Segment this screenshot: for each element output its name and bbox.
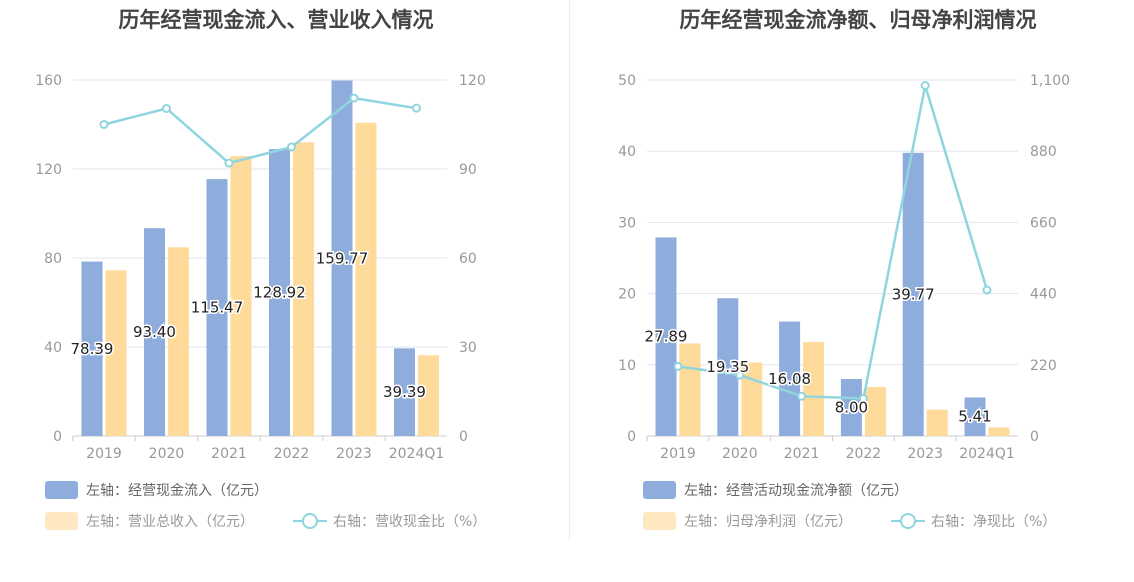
chart2-right-tick-label: 0 (1030, 429, 1039, 445)
chart1-legend-label-primary: 左轴：经营现金流入（亿元） (86, 483, 268, 499)
chart1-left-tick-label: 40 (44, 340, 62, 356)
chart1-data-label: 93.40 (133, 323, 176, 341)
chart2-category-label: 2023 (907, 446, 943, 462)
chart1-legend-swatch-secondary (45, 512, 78, 530)
chart1-bar-primary (206, 179, 228, 436)
chart1-line-point (224, 158, 234, 168)
chart1-line-point (99, 120, 109, 129)
chart2-left-tick-label: 20 (618, 287, 636, 303)
chart1-line-series (103, 96, 417, 165)
chart2-bar-primary (964, 397, 986, 436)
chart1-legend-swatch-primary (45, 481, 78, 499)
chart1-right-tick-label: 0 (459, 429, 468, 445)
chart1-bar-secondary (293, 142, 314, 437)
chart2-bar-secondary (803, 342, 825, 436)
chart2-category-label: 2024Q1 (959, 446, 1015, 462)
chart1-bar-primary (144, 228, 165, 436)
chart2-bar-primary (902, 152, 924, 437)
chart1-data-label: 78.39 (71, 340, 114, 358)
chart2-data-label: 16.08 (768, 370, 811, 388)
chart1-category-label: 2020 (149, 446, 185, 462)
chart1-category-label: 2024Q1 (389, 446, 445, 462)
chart1-right-tick-label: 90 (459, 162, 477, 178)
chart2-line-point (920, 81, 930, 91)
chart1-line-point (349, 93, 359, 103)
chart2-bar-secondary (926, 409, 948, 436)
chart1-data-label: 159.77 (316, 249, 369, 267)
chart2-line-point (735, 370, 745, 380)
chart2-legend-label-secondary: 左轴：归母净利润（亿元） (684, 513, 852, 530)
chart2-bar-secondary (988, 427, 1010, 436)
chart2-left-tick-label: 40 (618, 144, 636, 160)
chart2-bar-primary (717, 298, 739, 436)
chart2-line-point (982, 285, 992, 295)
chart1-bar-primary (331, 80, 353, 436)
chart1-left-tick-label: 0 (53, 429, 62, 445)
chart2-line-series (677, 85, 989, 400)
chart1-data-label: 39.39 (383, 383, 426, 401)
chart1-data-label: 115.47 (191, 299, 244, 317)
chart1-right-tick-label: 60 (459, 251, 477, 267)
chart-divider (569, 0, 570, 540)
chart2-legend-label-primary: 左轴：经营活动现金流净额（亿元） (684, 483, 908, 499)
chart2-left-tick-label: 50 (618, 73, 636, 89)
chart1-right-tick-label: 120 (459, 73, 486, 89)
chart1-bar-primary (269, 149, 290, 436)
chart2-legend-label-line: 右轴：净现比（%） (931, 514, 1056, 530)
chart2-line-point (858, 393, 868, 403)
chart1-bar-primary (81, 261, 103, 436)
chart2-legend-swatch-secondary (643, 512, 676, 530)
chart2-category-label: 2022 (846, 446, 882, 462)
chart2-data-label: 27.89 (645, 328, 688, 346)
chart2-bar-primary (840, 379, 862, 436)
chart2-category-label: 2020 (722, 446, 758, 462)
chart2-left-tick-label: 30 (618, 215, 636, 231)
chart1-category-label: 2022 (274, 446, 310, 462)
chart1-legend-label-secondary: 左轴：营业总收入（亿元） (86, 514, 254, 530)
chart2-data-label: 19.35 (706, 358, 749, 376)
chart2-title: 历年经营现金流净额、归母净利润情况 (680, 8, 1037, 32)
chart2-category-label: 2021 (784, 446, 820, 462)
chart2-right-tick-label: 1,100 (1030, 73, 1070, 89)
chart2-right-tick-label: 440 (1030, 287, 1057, 303)
chart1-line-point (162, 103, 171, 113)
chart2-line-point (797, 391, 807, 401)
chart1-line-point (287, 142, 296, 152)
chart2-legend-swatch-primary (643, 481, 676, 499)
chart1-category-label: 2019 (86, 446, 122, 462)
chart2-line-point (673, 361, 683, 371)
chart2-bar-primary (655, 237, 677, 436)
chart2-right-tick-label: 660 (1030, 215, 1057, 231)
chart1-data-label: 128.92 (253, 284, 306, 302)
chart2-data-label: 8.00 (835, 399, 868, 417)
chart2-bar-primary (779, 321, 801, 436)
chart2-data-label: 5.41 (958, 408, 991, 426)
chart2-category-label: 2019 (660, 446, 696, 462)
chart2-left-tick-label: 10 (618, 358, 636, 374)
chart1-bar-secondary (418, 355, 439, 436)
chart1-bar-secondary (105, 270, 127, 436)
chart2-right-tick-label: 880 (1030, 144, 1057, 160)
chart1-left-tick-label: 80 (44, 251, 62, 267)
chart1-right-tick-label: 30 (459, 340, 477, 356)
chart2-left-tick-label: 0 (627, 429, 636, 445)
chart2-right-tick-label: 220 (1030, 358, 1057, 374)
chart1-bar-secondary (168, 247, 189, 436)
chart1-legend-label-line: 右轴：营收现金比（%） (333, 514, 486, 530)
chart2-bar-secondary (679, 343, 701, 436)
chart1-bar-primary (394, 348, 415, 436)
chart1-title: 历年经营现金流入、营业收入情况 (119, 8, 434, 32)
chart1-bar-secondary (355, 122, 377, 436)
chart1-left-tick-label: 120 (35, 162, 62, 178)
chart1-legend-line-marker (302, 513, 318, 529)
chart1-category-label: 2023 (336, 446, 372, 462)
chart2-bar-secondary (864, 386, 886, 436)
chart1-left-tick-label: 160 (35, 73, 62, 89)
chart1-line-point (412, 103, 421, 113)
chart1-bar-secondary (230, 156, 252, 436)
chart2-legend-line-marker (900, 513, 916, 529)
chart1-category-label: 2021 (211, 446, 247, 462)
chart2-data-label: 39.77 (892, 285, 935, 303)
